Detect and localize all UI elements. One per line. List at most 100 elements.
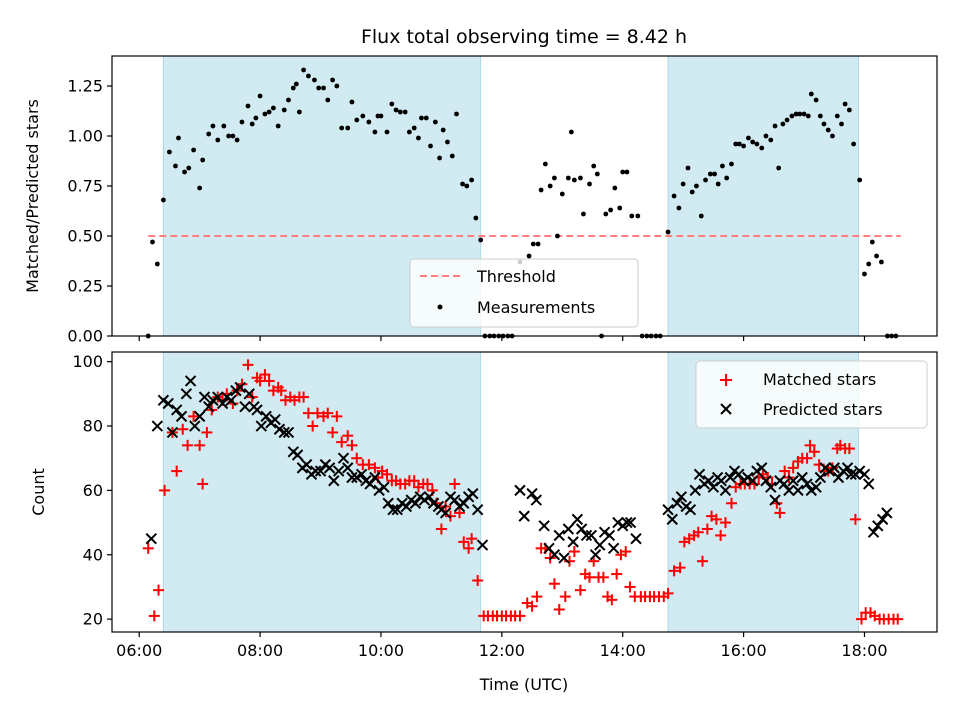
predicted-star-point — [278, 426, 290, 439]
measurement-point — [542, 161, 548, 167]
predicted-star-point — [814, 471, 827, 484]
measurement-point — [281, 107, 287, 113]
matched-star-point — [263, 375, 275, 387]
top-y-axis-label: Matched/Predicted stars — [23, 99, 42, 293]
matched-star-point — [444, 510, 456, 522]
predicted-star-point — [707, 481, 720, 493]
legend-threshold-label: Threshold — [476, 267, 556, 286]
predicted-star-point — [867, 526, 880, 538]
predicted-star-point — [439, 507, 452, 519]
measurement-point — [296, 109, 302, 115]
matched-star-point — [531, 591, 543, 603]
measurement-point — [464, 183, 470, 189]
predicted-star-point — [689, 484, 701, 497]
predicted-star-point — [792, 484, 804, 497]
measurement-point — [694, 183, 699, 189]
matched-star-point — [159, 484, 171, 496]
measurement-point — [817, 113, 823, 119]
measurement-point — [776, 165, 782, 171]
measurement-point — [720, 163, 725, 169]
predicted-star-point — [724, 471, 737, 484]
measurement-point — [423, 115, 429, 121]
measurement-point — [334, 83, 340, 89]
measurement-point — [150, 239, 155, 245]
predicted-star-point — [189, 420, 201, 432]
measurement-point — [578, 175, 583, 181]
matched-star-point — [526, 600, 538, 612]
legend-matched-label: Matched stars — [763, 370, 876, 389]
matched-star-point — [449, 478, 461, 490]
matched-star-point — [611, 568, 623, 580]
measurement-point — [473, 215, 479, 221]
measurement-point — [266, 109, 272, 115]
measurement-point — [215, 137, 221, 143]
observing-window-1 — [667, 55, 859, 337]
predicted-star-point — [175, 410, 188, 423]
predicted-star-point — [580, 529, 593, 542]
measurement-point — [312, 77, 317, 83]
matched-star-point — [668, 565, 680, 577]
predicted-star-point — [841, 462, 854, 474]
predicted-star-point — [162, 397, 174, 410]
predicted-star-point — [514, 484, 526, 497]
measurement-point — [290, 85, 296, 91]
predicted-star-point — [693, 468, 706, 481]
predicted-star-point — [585, 529, 597, 542]
x-tick-label: 08:00 — [237, 641, 283, 660]
predicted-star-point — [471, 503, 484, 516]
measurement-point — [397, 109, 403, 115]
measurement-point — [772, 123, 778, 129]
measurement-point — [587, 181, 592, 187]
measurement-point — [862, 271, 867, 277]
matched-star-point — [421, 478, 433, 490]
predicted-star-point — [151, 420, 164, 432]
matched-star-point — [568, 546, 580, 558]
matched-star-point — [715, 529, 727, 541]
measurement-point — [245, 103, 251, 109]
measurement-point — [293, 81, 299, 87]
measurement-point — [349, 99, 355, 105]
predicted-star-point — [166, 426, 179, 439]
measurement-point — [736, 141, 742, 147]
matched-star-point — [242, 359, 254, 371]
predicted-star-point — [675, 491, 688, 503]
measurement-point — [866, 261, 872, 267]
measurement-point — [275, 123, 281, 129]
predicted-star-point — [255, 420, 267, 432]
measurement-point — [571, 177, 577, 183]
matched-star-point — [892, 613, 904, 625]
y-tick-label: 1.25 — [67, 77, 103, 96]
matched-star-point — [188, 410, 200, 422]
measurement-point — [603, 211, 609, 217]
matched-star-point — [726, 497, 738, 509]
measurement-point — [793, 111, 799, 117]
predicted-star-point — [328, 475, 340, 487]
predicted-star-point — [448, 494, 461, 506]
legend-matched-swatch — [720, 374, 732, 386]
measurement-point — [154, 261, 160, 267]
measurement-point — [665, 229, 671, 235]
predicted-star-point — [282, 426, 295, 439]
measurement-point — [428, 143, 433, 149]
matched-star-point — [564, 555, 576, 567]
matched-star-point — [194, 439, 206, 451]
x-tick-label: 18:00 — [841, 641, 887, 660]
predicted-star-point — [828, 462, 840, 474]
predicted-star-point — [391, 503, 403, 516]
measurement-point — [354, 117, 360, 123]
predicted-star-point — [184, 375, 197, 387]
predicted-star-point — [746, 475, 759, 487]
measurement-point — [306, 73, 311, 79]
measurement-point — [754, 141, 760, 147]
measurement-point — [339, 125, 345, 131]
matched-star-point — [779, 465, 791, 477]
measurement-point — [478, 237, 484, 243]
measurement-point — [624, 169, 630, 175]
measurement-point — [440, 127, 446, 133]
measurement-point — [393, 107, 399, 113]
matched-star-point — [148, 610, 160, 622]
measurement-point — [182, 169, 187, 175]
matched-star-point — [336, 436, 348, 448]
predicted-star-point — [314, 465, 327, 477]
predicted-star-point — [662, 503, 674, 516]
